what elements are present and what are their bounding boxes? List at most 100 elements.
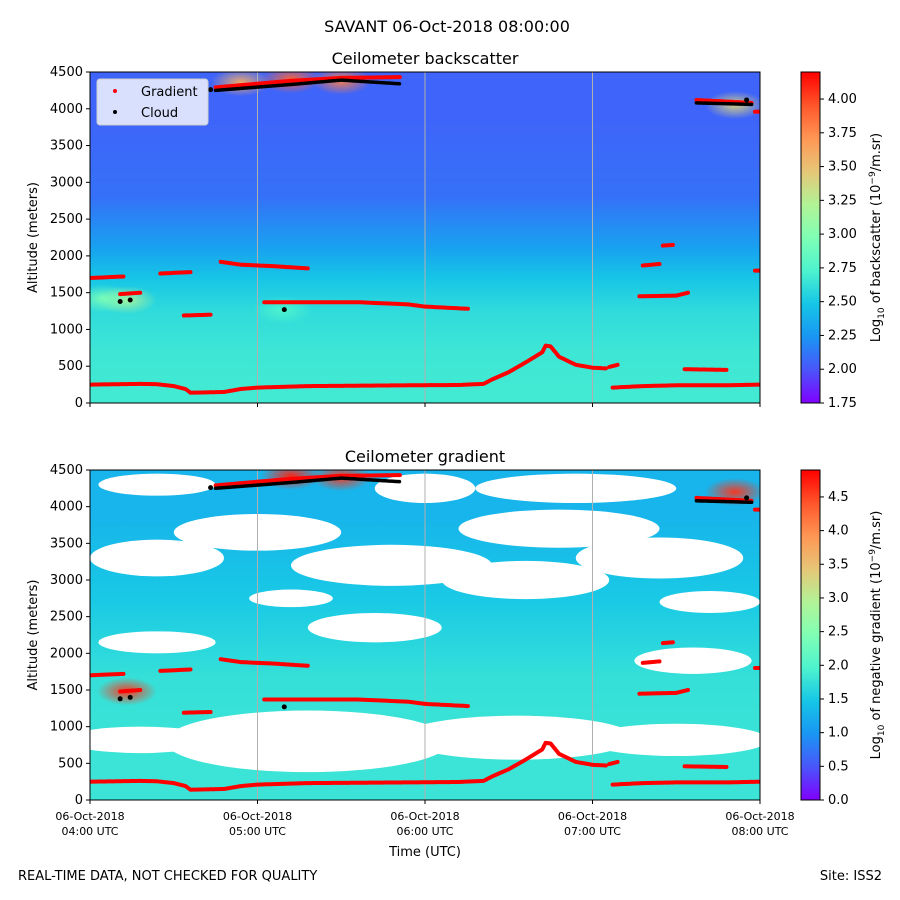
gradient-marker-series	[682, 367, 729, 372]
colorbar	[800, 469, 821, 801]
figure-suptitle: SAVANT 06-Oct-2018 08:00:00	[324, 17, 570, 36]
no-data-region	[441, 560, 610, 600]
colorbar-tick-label: 3.50	[828, 160, 857, 175]
no-data-region	[291, 544, 492, 586]
no-data-region	[249, 589, 333, 608]
legend-box	[96, 78, 209, 126]
colorbar-label: Log10 of negative gradient (10−9/m.sr)	[868, 511, 887, 760]
gradient-marker-series	[660, 242, 675, 248]
y-tick-label: 2000	[50, 249, 83, 264]
gradient-marker-series	[640, 659, 662, 665]
gradient-marker-series	[213, 473, 402, 488]
gradient-marker-series	[262, 300, 471, 311]
y-tick-label: 2500	[50, 212, 83, 227]
y-tick-label: 1500	[50, 683, 83, 698]
colorbar-tick-label: 4.00	[828, 92, 857, 107]
cloud-marker	[117, 298, 123, 304]
gradient-marker-series	[218, 657, 310, 668]
gradient-marker-series	[607, 362, 620, 369]
colorbar-tick-label: 2.50	[828, 295, 857, 310]
y-tick-label: 4500	[50, 65, 83, 80]
no-data-region	[90, 539, 224, 577]
gradient-marker-series	[607, 759, 620, 767]
gradient-marker-series	[637, 290, 690, 299]
cloud-marker-series	[694, 101, 754, 107]
gradient-marker-series	[118, 290, 143, 297]
x-axis-label: Time (UTC)	[388, 845, 461, 860]
y-tick-label: 1500	[50, 286, 83, 301]
cloud-marker	[117, 696, 123, 702]
colorbar-tick-label: 2.00	[828, 362, 857, 377]
gradient-marker-series	[610, 382, 760, 390]
cloud-marker	[127, 694, 133, 700]
cloud-marker	[208, 87, 214, 93]
no-data-region	[165, 710, 451, 773]
colorbar-tick-label: 2.0	[828, 658, 849, 673]
colorbar	[800, 71, 821, 404]
colorbar-tick-label: 3.5	[828, 557, 849, 572]
y-tick-label: 500	[58, 359, 83, 374]
plot-area	[90, 470, 760, 800]
colorbar-tick-label: 0.0	[828, 793, 849, 808]
cloud-marker-series	[213, 476, 402, 491]
colorbar-tick-label: 3.00	[828, 227, 857, 242]
colorbar-tick-label: 4.5	[828, 490, 849, 505]
gradient-marker-series	[158, 667, 193, 673]
colorbar-tick-label: 1.0	[828, 726, 849, 741]
y-tick-label: 0	[75, 793, 83, 808]
y-tick-label: 500	[58, 756, 83, 771]
y-tick-label: 1000	[50, 322, 83, 337]
gradient-marker-series	[262, 697, 471, 709]
data-quality-notice: REAL-TIME DATA, NOT CHECKED FOR QUALITY	[18, 869, 318, 884]
cloud-marker	[281, 307, 287, 313]
gradient-marker-series	[90, 671, 126, 678]
panel-title: Ceilometer backscatter	[332, 49, 519, 68]
colorbar-tick-label: 1.75	[828, 396, 857, 411]
cloud-marker	[281, 704, 287, 710]
gradient-marker-series	[682, 764, 729, 769]
y-tick-label: 3500	[50, 139, 83, 154]
legend-label: Cloud	[141, 106, 178, 121]
colorbar-tick-label: 2.75	[828, 261, 857, 276]
x-tick-label: 05:00 UTC	[229, 825, 286, 838]
heatmap-hotspot	[90, 284, 134, 313]
gradient-marker-series	[610, 779, 760, 787]
gradient-marker-series	[90, 274, 126, 280]
y-tick-label: 4500	[50, 463, 83, 478]
site-label: Site: ISS2	[819, 869, 882, 884]
colorbar-tick-label: 2.5	[828, 625, 849, 640]
panel-backscatter: Ceilometer backscatter 0 500 1000 1500 2000 25…	[26, 49, 887, 411]
y-tick-label: 4000	[50, 102, 83, 117]
gradient-marker-series	[660, 640, 675, 646]
colorbar-label: Log10 of backscatter (10−9/m.sr)	[868, 133, 887, 342]
gradient-marker-series	[90, 740, 608, 792]
x-tick-label: 06:00 UTC	[396, 825, 453, 838]
gradient-marker-series	[181, 710, 213, 715]
gradient-marker-series	[90, 343, 608, 395]
x-tick-label: 04:00 UTC	[61, 825, 118, 838]
panel-gradient: Ceilometer gradient 0 500 1000 1500 2000 2500 3…	[26, 447, 887, 860]
y-tick-label: 3000	[50, 175, 83, 190]
no-data-region	[584, 723, 760, 756]
colorbar-tick-label: 0.5	[828, 759, 849, 774]
no-data-region	[399, 715, 635, 760]
y-tick-label: 1000	[50, 720, 83, 735]
x-tick-label: 06-Oct-2018	[390, 810, 459, 823]
y-tick-label: 3000	[50, 573, 83, 588]
no-data-region	[98, 631, 216, 654]
colorbar-tick-label: 3.0	[828, 591, 849, 606]
legend-marker	[113, 110, 117, 114]
cloud-marker	[744, 97, 750, 103]
y-tick-label: 3500	[50, 536, 83, 551]
legend: Gradient Cloud	[96, 78, 209, 126]
cloud-marker	[744, 495, 750, 501]
no-data-region	[90, 726, 216, 754]
x-tick-label: 06-Oct-2018	[55, 810, 124, 823]
colorbar-tick-label: 2.25	[828, 328, 857, 343]
gradient-marker-series	[637, 688, 690, 696]
colorbar-tick-label: 3.75	[828, 126, 857, 141]
x-tick-label: 08:00 UTC	[731, 825, 788, 838]
legend-label: Gradient	[141, 85, 198, 100]
colorbar-tick-label: 1.5	[828, 692, 849, 707]
